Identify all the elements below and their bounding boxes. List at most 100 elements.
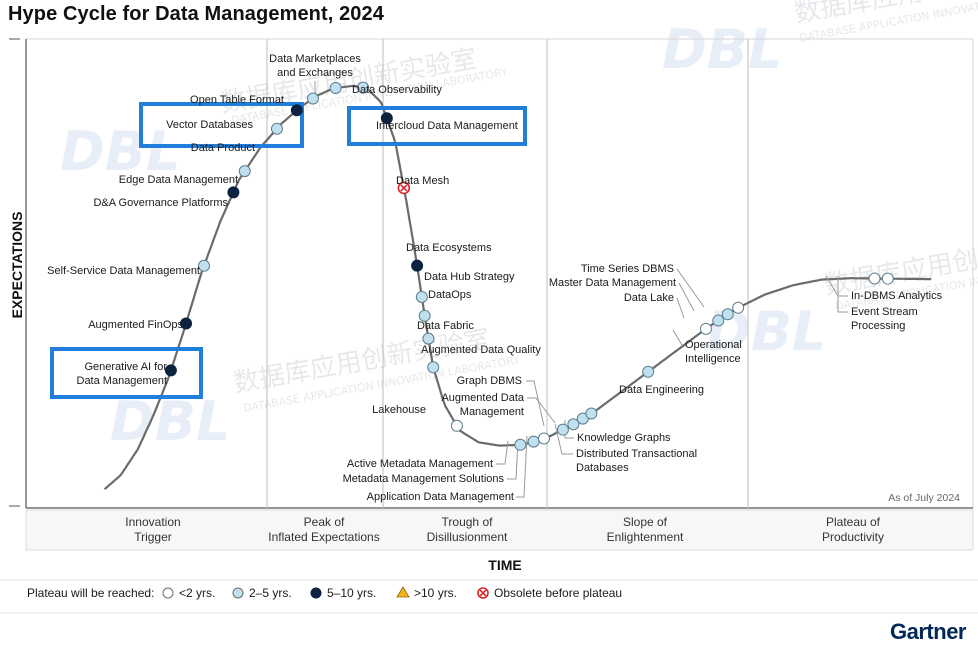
label-operational-intelligence: Operational Intelligence — [685, 339, 742, 365]
legend-item-y2to5-label: 2–5 yrs. — [249, 586, 292, 600]
label-active-metadata-management: Active Metadata Management — [347, 458, 493, 470]
leader-data-lake — [676, 297, 685, 319]
label-lakehouse: Lakehouse — [372, 404, 426, 416]
legend-item-obsolete-label: Obsolete before plateau — [494, 586, 622, 600]
label-dataops: DataOps — [428, 289, 472, 301]
y-axis-title: EXPECTATIONS — [9, 212, 25, 319]
label-event-stream-processing: Event Stream Processing — [851, 306, 918, 332]
label-edge-data-management: Edge Data Management — [119, 174, 238, 186]
point-distributed-transactional-databases — [585, 407, 598, 420]
point-data-marketplaces-and-exchanges — [329, 82, 342, 95]
point-data-hub-strategy — [415, 290, 428, 303]
phase-dividers — [266, 39, 749, 550]
leader-time-series-dbms — [676, 268, 705, 308]
data-points — [164, 81, 894, 451]
label-danda-governance-platforms: D&A Governance Platforms — [93, 197, 228, 209]
label-vector-databases: Vector Databases — [166, 119, 253, 131]
point-augmented-finops — [180, 317, 193, 330]
legend-item-lt2: <2 yrs. — [162, 586, 215, 600]
point-master-data-management — [721, 308, 734, 321]
legend-item-obsolete: Obsolete before plateau — [477, 586, 622, 600]
label-open-table-format: Open Table Format — [190, 94, 284, 106]
label-data-lake: Data Lake — [624, 292, 674, 304]
label-data-product: Data Product — [191, 142, 255, 154]
label-master-data-management: Master Data Management — [549, 277, 676, 289]
label-data-fabric: Data Fabric — [417, 320, 474, 332]
leader-operational-intelligence — [672, 329, 683, 346]
point-dataops — [418, 309, 431, 322]
point-metadata-management-solutions — [527, 435, 540, 448]
leader-event-stream-processing — [837, 276, 848, 313]
highlight-boxes — [50, 102, 527, 399]
point-generative-ai-for-data-management — [164, 364, 177, 377]
label-augmented-data-quality: Augmented Data Quality — [421, 344, 541, 356]
legend-item-lt2-label: <2 yrs. — [179, 586, 215, 600]
label-data-ecosystems: Data Ecosystems — [406, 242, 492, 254]
point-edge-data-management — [238, 165, 251, 178]
point-danda-governance-platforms — [227, 186, 240, 199]
point-vector-databases — [290, 104, 303, 117]
legend-item-y5to10-label: 5–10 yrs. — [327, 586, 376, 600]
legend-title: Plateau will be reached: — [27, 586, 154, 600]
point-graph-dbms — [556, 423, 569, 436]
leader-augmented-data-management — [527, 397, 556, 424]
point-lakehouse — [450, 419, 463, 432]
label-in-dbms-analytics: In-DBMS Analytics — [851, 290, 943, 302]
label-generative-ai-for-data-management: Generative AI for Data Management — [77, 361, 168, 387]
point-data-mesh — [397, 181, 411, 195]
legend: Plateau will be reached: <2 yrs. 2–5 yrs. 5… — [27, 586, 622, 600]
leader-master-data-management — [678, 282, 695, 312]
watermark-logo: DBL — [662, 18, 782, 81]
point-application-data-management — [538, 432, 551, 445]
point-augmented-data-management — [567, 418, 580, 431]
point-operational-intelligence — [699, 322, 712, 335]
point-data-lake — [712, 314, 725, 327]
point-data-engineering — [642, 365, 655, 378]
legend-item-gt10-label: >10 yrs. — [414, 586, 457, 600]
legend-item-y5to10: 5–10 yrs. — [310, 586, 376, 600]
leader-metadata-management-solutions — [507, 438, 519, 480]
point-augmented-data-quality — [427, 361, 440, 374]
point-data-fabric — [422, 332, 435, 345]
label-knowledge-graphs: Knowledge Graphs — [577, 432, 671, 444]
legend-item-y2to5: 2–5 yrs. — [232, 586, 292, 600]
label-metadata-management-solutions: Metadata Management Solutions — [343, 473, 505, 485]
watermark-logo: DBL — [60, 120, 180, 183]
chart-title: Hype Cycle for Data Management, 2024 — [8, 3, 384, 25]
point-open-table-format — [306, 92, 319, 105]
point-event-stream-processing — [881, 272, 894, 285]
highlight-box-intercloud-data-management — [347, 106, 527, 146]
phase-label-peak-of-inflated-expectations: Peak of Inflated Expectations — [268, 515, 379, 544]
point-time-series-dbms — [732, 301, 745, 314]
gartner-logo: Gartner — [890, 619, 966, 644]
point-labels: Generative AI for Data Management Augmente… — [47, 53, 942, 503]
point-data-product — [270, 122, 283, 135]
point-active-metadata-management — [514, 438, 527, 451]
label-distributed-transactional-databases: Distributed Transactional Databases — [576, 448, 697, 474]
legend-item-gt10: >10 yrs. — [396, 586, 457, 600]
point-in-dbms-analytics — [868, 272, 881, 285]
label-data-observability: Data Observability — [352, 84, 442, 96]
label-augmented-finops: Augmented FinOps — [88, 319, 183, 331]
leader-lines — [314, 81, 848, 498]
phase-label-slope-of-enlightenment: Slope of Enlightenment — [607, 515, 684, 544]
leader-application-data-management — [516, 435, 528, 498]
phase-label-innovation-trigger: Innovation Trigger — [125, 515, 180, 544]
label-self-service-data-management: Self-Service Data Management — [47, 265, 200, 277]
point-intercloud-data-management — [380, 112, 393, 125]
label-augmented-data-management: Augmented Data Management — [441, 392, 524, 418]
label-time-series-dbms: Time Series DBMS — [581, 263, 674, 275]
as-of-date: As of July 2024 — [888, 492, 960, 504]
label-data-hub-strategy: Data Hub Strategy — [424, 271, 515, 283]
watermark-logo: DBL — [110, 390, 230, 453]
phase-labels: Innovation Trigger Peak of Inflated Expecta… — [125, 515, 884, 544]
label-data-mesh: Data Mesh — [396, 175, 449, 187]
label-intercloud-data-management: Intercloud Data Management — [376, 120, 518, 132]
phase-label-plateau-of-productivity: Plateau of Productivity — [822, 515, 884, 544]
point-data-ecosystems — [411, 259, 424, 272]
point-data-observability — [357, 81, 370, 94]
highlight-box-generative-ai-for-data-management — [50, 347, 203, 399]
phase-band — [25, 509, 974, 551]
phase-label-trough-of-disillusionment: Trough of Disillusionment — [427, 515, 508, 544]
